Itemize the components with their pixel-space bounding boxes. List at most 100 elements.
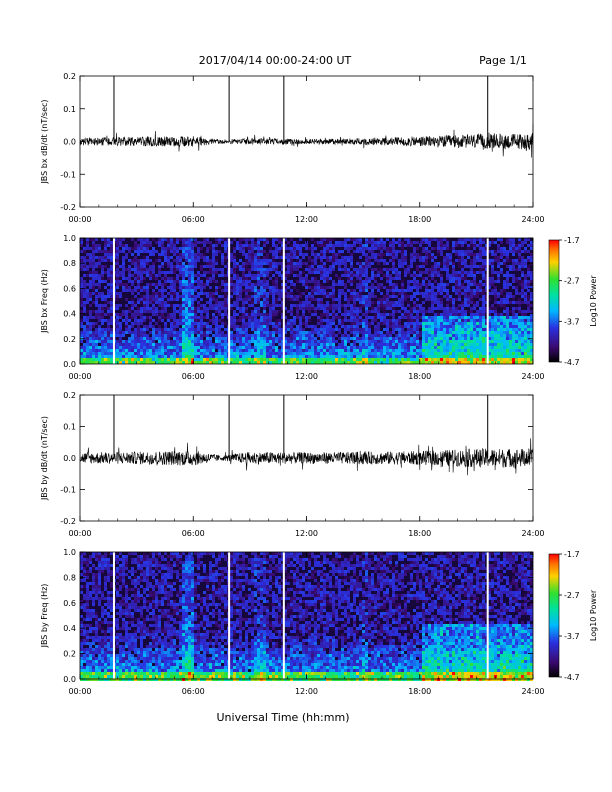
spectrogram-cell bbox=[509, 247, 512, 250]
spectrogram-cell bbox=[434, 337, 437, 340]
spectrogram-cell bbox=[281, 334, 284, 337]
spectrogram-cell bbox=[236, 262, 239, 265]
spectrogram-cell bbox=[353, 337, 356, 340]
spectrogram-cell bbox=[371, 271, 374, 274]
spectrogram-cell bbox=[86, 292, 89, 295]
spectrogram-cell bbox=[356, 310, 359, 313]
spectrogram-cell bbox=[155, 361, 158, 364]
spectrogram-cell bbox=[329, 241, 332, 244]
spectrogram-cell bbox=[482, 271, 485, 274]
spectrogram-cell bbox=[446, 295, 449, 298]
spectrogram-cell bbox=[512, 268, 515, 271]
spectrogram-cell bbox=[131, 316, 134, 319]
spectrogram-cell bbox=[362, 361, 365, 364]
spectrogram-cell bbox=[362, 289, 365, 292]
spectrogram-cell bbox=[410, 340, 413, 343]
spectrogram-cell bbox=[185, 361, 188, 364]
spectrogram-cell bbox=[263, 301, 266, 304]
spectrogram-cell bbox=[365, 313, 368, 316]
spectrogram-cell bbox=[143, 256, 146, 259]
spectrogram-cell bbox=[248, 352, 251, 355]
spectrogram-cell bbox=[197, 280, 200, 283]
spectrogram-cell bbox=[359, 307, 362, 310]
spectrogram-cell bbox=[446, 310, 449, 313]
spectrogram-cell bbox=[215, 298, 218, 301]
spectrogram-cell bbox=[224, 259, 227, 262]
spectrogram-cell bbox=[104, 247, 107, 250]
spectrogram-cell bbox=[479, 298, 482, 301]
spectrogram-cell bbox=[218, 304, 221, 307]
spectrogram-cell bbox=[104, 265, 107, 268]
spectrogram-cell bbox=[152, 361, 155, 364]
spectrogram-cell bbox=[161, 355, 164, 358]
spectrogram-cell bbox=[341, 259, 344, 262]
spectrogram-cell bbox=[386, 337, 389, 340]
spectrogram-cell bbox=[170, 319, 173, 322]
spectrogram-cell bbox=[92, 253, 95, 256]
spectrogram-cell bbox=[221, 340, 224, 343]
spectrogram-cell bbox=[185, 322, 188, 325]
spectrogram-cell bbox=[515, 262, 518, 265]
spectrogram-cell bbox=[239, 250, 242, 253]
spectrogram-cell bbox=[509, 343, 512, 346]
spectrogram-cell bbox=[476, 256, 479, 259]
spectrogram-cell bbox=[176, 361, 179, 364]
spectrogram-cell bbox=[446, 313, 449, 316]
spectrogram-cell bbox=[305, 355, 308, 358]
spectrogram-cell bbox=[125, 352, 128, 355]
spectrogram-cell bbox=[398, 271, 401, 274]
spectrogram-cell bbox=[221, 325, 224, 328]
spectrogram-cell bbox=[182, 325, 185, 328]
spectrogram-cell bbox=[359, 280, 362, 283]
spectrogram-cell bbox=[428, 352, 431, 355]
spectrogram-cell bbox=[137, 283, 140, 286]
spectrogram-cell bbox=[197, 325, 200, 328]
spectrogram-cell bbox=[131, 274, 134, 277]
spectrogram-cell bbox=[485, 325, 488, 328]
spectrogram-cell bbox=[251, 346, 254, 349]
spectrogram-cell bbox=[137, 274, 140, 277]
spectrogram-cell bbox=[137, 313, 140, 316]
spectrogram-cell bbox=[290, 280, 293, 283]
spectrogram-cell bbox=[383, 253, 386, 256]
spectrogram-cell bbox=[326, 349, 329, 352]
spectrogram-cell bbox=[443, 247, 446, 250]
spectrogram-cell bbox=[425, 241, 428, 244]
spectrogram-cell bbox=[185, 301, 188, 304]
spectrogram-cell bbox=[365, 331, 368, 334]
spectrogram-cell bbox=[185, 295, 188, 298]
spectrogram-cell bbox=[326, 340, 329, 343]
spectrogram-cell bbox=[422, 265, 425, 268]
spectrogram-cell bbox=[176, 358, 179, 361]
spectrogram-cell bbox=[218, 346, 221, 349]
spectrogram-cell bbox=[305, 304, 308, 307]
spectrogram-cell bbox=[254, 268, 257, 271]
spectrogram-cell bbox=[212, 280, 215, 283]
spectrogram-cell bbox=[470, 349, 473, 352]
spectrogram-cell bbox=[437, 328, 440, 331]
spectrogram-cell bbox=[131, 268, 134, 271]
spectrogram-cell bbox=[98, 355, 101, 358]
spectrogram-cell bbox=[467, 265, 470, 268]
spectrogram-cell bbox=[320, 277, 323, 280]
spectrogram-cell bbox=[446, 349, 449, 352]
spectrogram-cell bbox=[257, 337, 260, 340]
spectrogram-cell bbox=[119, 358, 122, 361]
spectrogram-cell bbox=[470, 301, 473, 304]
spectrogram-cell bbox=[443, 244, 446, 247]
spectrogram-cell bbox=[98, 262, 101, 265]
spectrogram-cell bbox=[338, 241, 341, 244]
spectrogram-cell bbox=[185, 289, 188, 292]
spectrogram-cell bbox=[401, 307, 404, 310]
spectrogram-cell bbox=[224, 352, 227, 355]
spectrogram-cell bbox=[83, 319, 86, 322]
spectrogram-cell bbox=[398, 328, 401, 331]
spectrogram-cell bbox=[281, 256, 284, 259]
spectrogram-cell bbox=[374, 355, 377, 358]
spectrogram-cell bbox=[488, 322, 491, 325]
spectrogram-cell bbox=[293, 358, 296, 361]
spectrogram-cell bbox=[329, 244, 332, 247]
spectrogram-cell bbox=[185, 355, 188, 358]
spectrogram-cell bbox=[221, 271, 224, 274]
spectrogram-cell bbox=[341, 334, 344, 337]
